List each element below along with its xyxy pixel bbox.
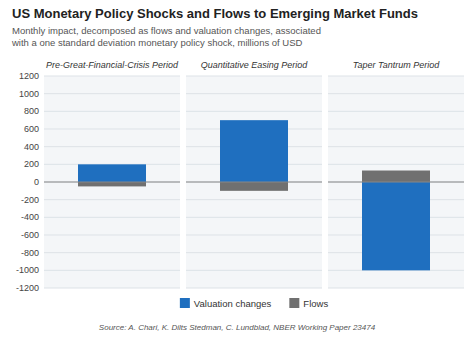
bars (220, 120, 288, 191)
bar (362, 171, 430, 182)
y-tick-label: -600 (21, 230, 39, 240)
grid-line (44, 182, 180, 183)
subtitle-line: with a one standard deviation monetary p… (11, 37, 303, 48)
grid-line (44, 288, 180, 289)
panel-label: Quantitative Easing Period (201, 60, 309, 70)
subtitle: Monthly impact, decomposed as flows and … (11, 25, 321, 48)
legend-label: Valuation changes (194, 298, 272, 309)
y-tick-label: 1000 (19, 89, 39, 99)
grid-line (186, 93, 322, 94)
zero-line (186, 182, 322, 183)
grid-line (186, 270, 322, 271)
grid-line (186, 76, 322, 77)
subtitle-line: Monthly impact, decomposed as flows and … (12, 25, 321, 36)
y-tick-label: -1000 (16, 265, 39, 275)
legend-item: Flows (289, 298, 328, 309)
grid-line (186, 235, 322, 236)
y-tick-label: 1200 (19, 71, 39, 81)
bar (78, 164, 146, 182)
grid-line (44, 93, 180, 94)
panel-label: Pre-Great-Financial-Crisis Period (46, 60, 179, 70)
grid-line (328, 182, 464, 183)
grid-line (44, 111, 180, 112)
grid-line (186, 217, 322, 218)
y-tick-label: 400 (24, 142, 39, 152)
grid-line (328, 111, 464, 112)
y-tick-label: -400 (21, 212, 39, 222)
y-tick-label: 800 (24, 106, 39, 116)
bar (220, 120, 288, 182)
panel-background (44, 76, 180, 288)
legend-swatch (180, 298, 190, 308)
bar (78, 182, 146, 186)
y-tick-label: -1200 (16, 283, 39, 293)
y-tick-label: -200 (21, 195, 39, 205)
zero-line (44, 182, 180, 183)
grid-line (186, 182, 322, 183)
grid-line (186, 252, 322, 253)
grid-line (44, 270, 180, 271)
grid-line (328, 164, 464, 165)
grid-line (44, 235, 180, 236)
grid-line (44, 217, 180, 218)
y-tick-label: 600 (24, 124, 39, 134)
grid-line (186, 111, 322, 112)
chart: US Monetary Policy Shocks and Flows to E… (0, 0, 474, 338)
bar (220, 182, 288, 191)
zero-line (328, 182, 464, 183)
grid-line (186, 199, 322, 200)
grid-line (328, 129, 464, 130)
grid-line (186, 288, 322, 289)
legend-swatch (289, 298, 299, 308)
panel-background (328, 76, 464, 288)
title: US Monetary Policy Shocks and Flows to E… (12, 6, 418, 21)
panel-background (186, 76, 322, 288)
panel-label: Taper Tantrum Period (353, 60, 440, 70)
grid-line (44, 76, 180, 77)
grid-line (44, 129, 180, 130)
grid-line (44, 252, 180, 253)
bar (362, 182, 430, 270)
y-tick-label: 0 (34, 177, 39, 187)
bars (78, 164, 146, 186)
source: Source: A. Chari, K. Dilts Stedman, C. L… (99, 323, 376, 332)
legend: Valuation changes Flows (180, 298, 329, 309)
grid-line (328, 93, 464, 94)
grid-line (328, 76, 464, 77)
grid-line (328, 288, 464, 289)
y-tick-label: -800 (21, 248, 39, 258)
grid-line (328, 146, 464, 147)
grid-line (44, 146, 180, 147)
grid-line (44, 199, 180, 200)
bars (362, 171, 430, 271)
y-tick-label: 200 (24, 159, 39, 169)
legend-label: Flows (303, 298, 328, 309)
legend-item: Valuation changes (180, 298, 272, 309)
